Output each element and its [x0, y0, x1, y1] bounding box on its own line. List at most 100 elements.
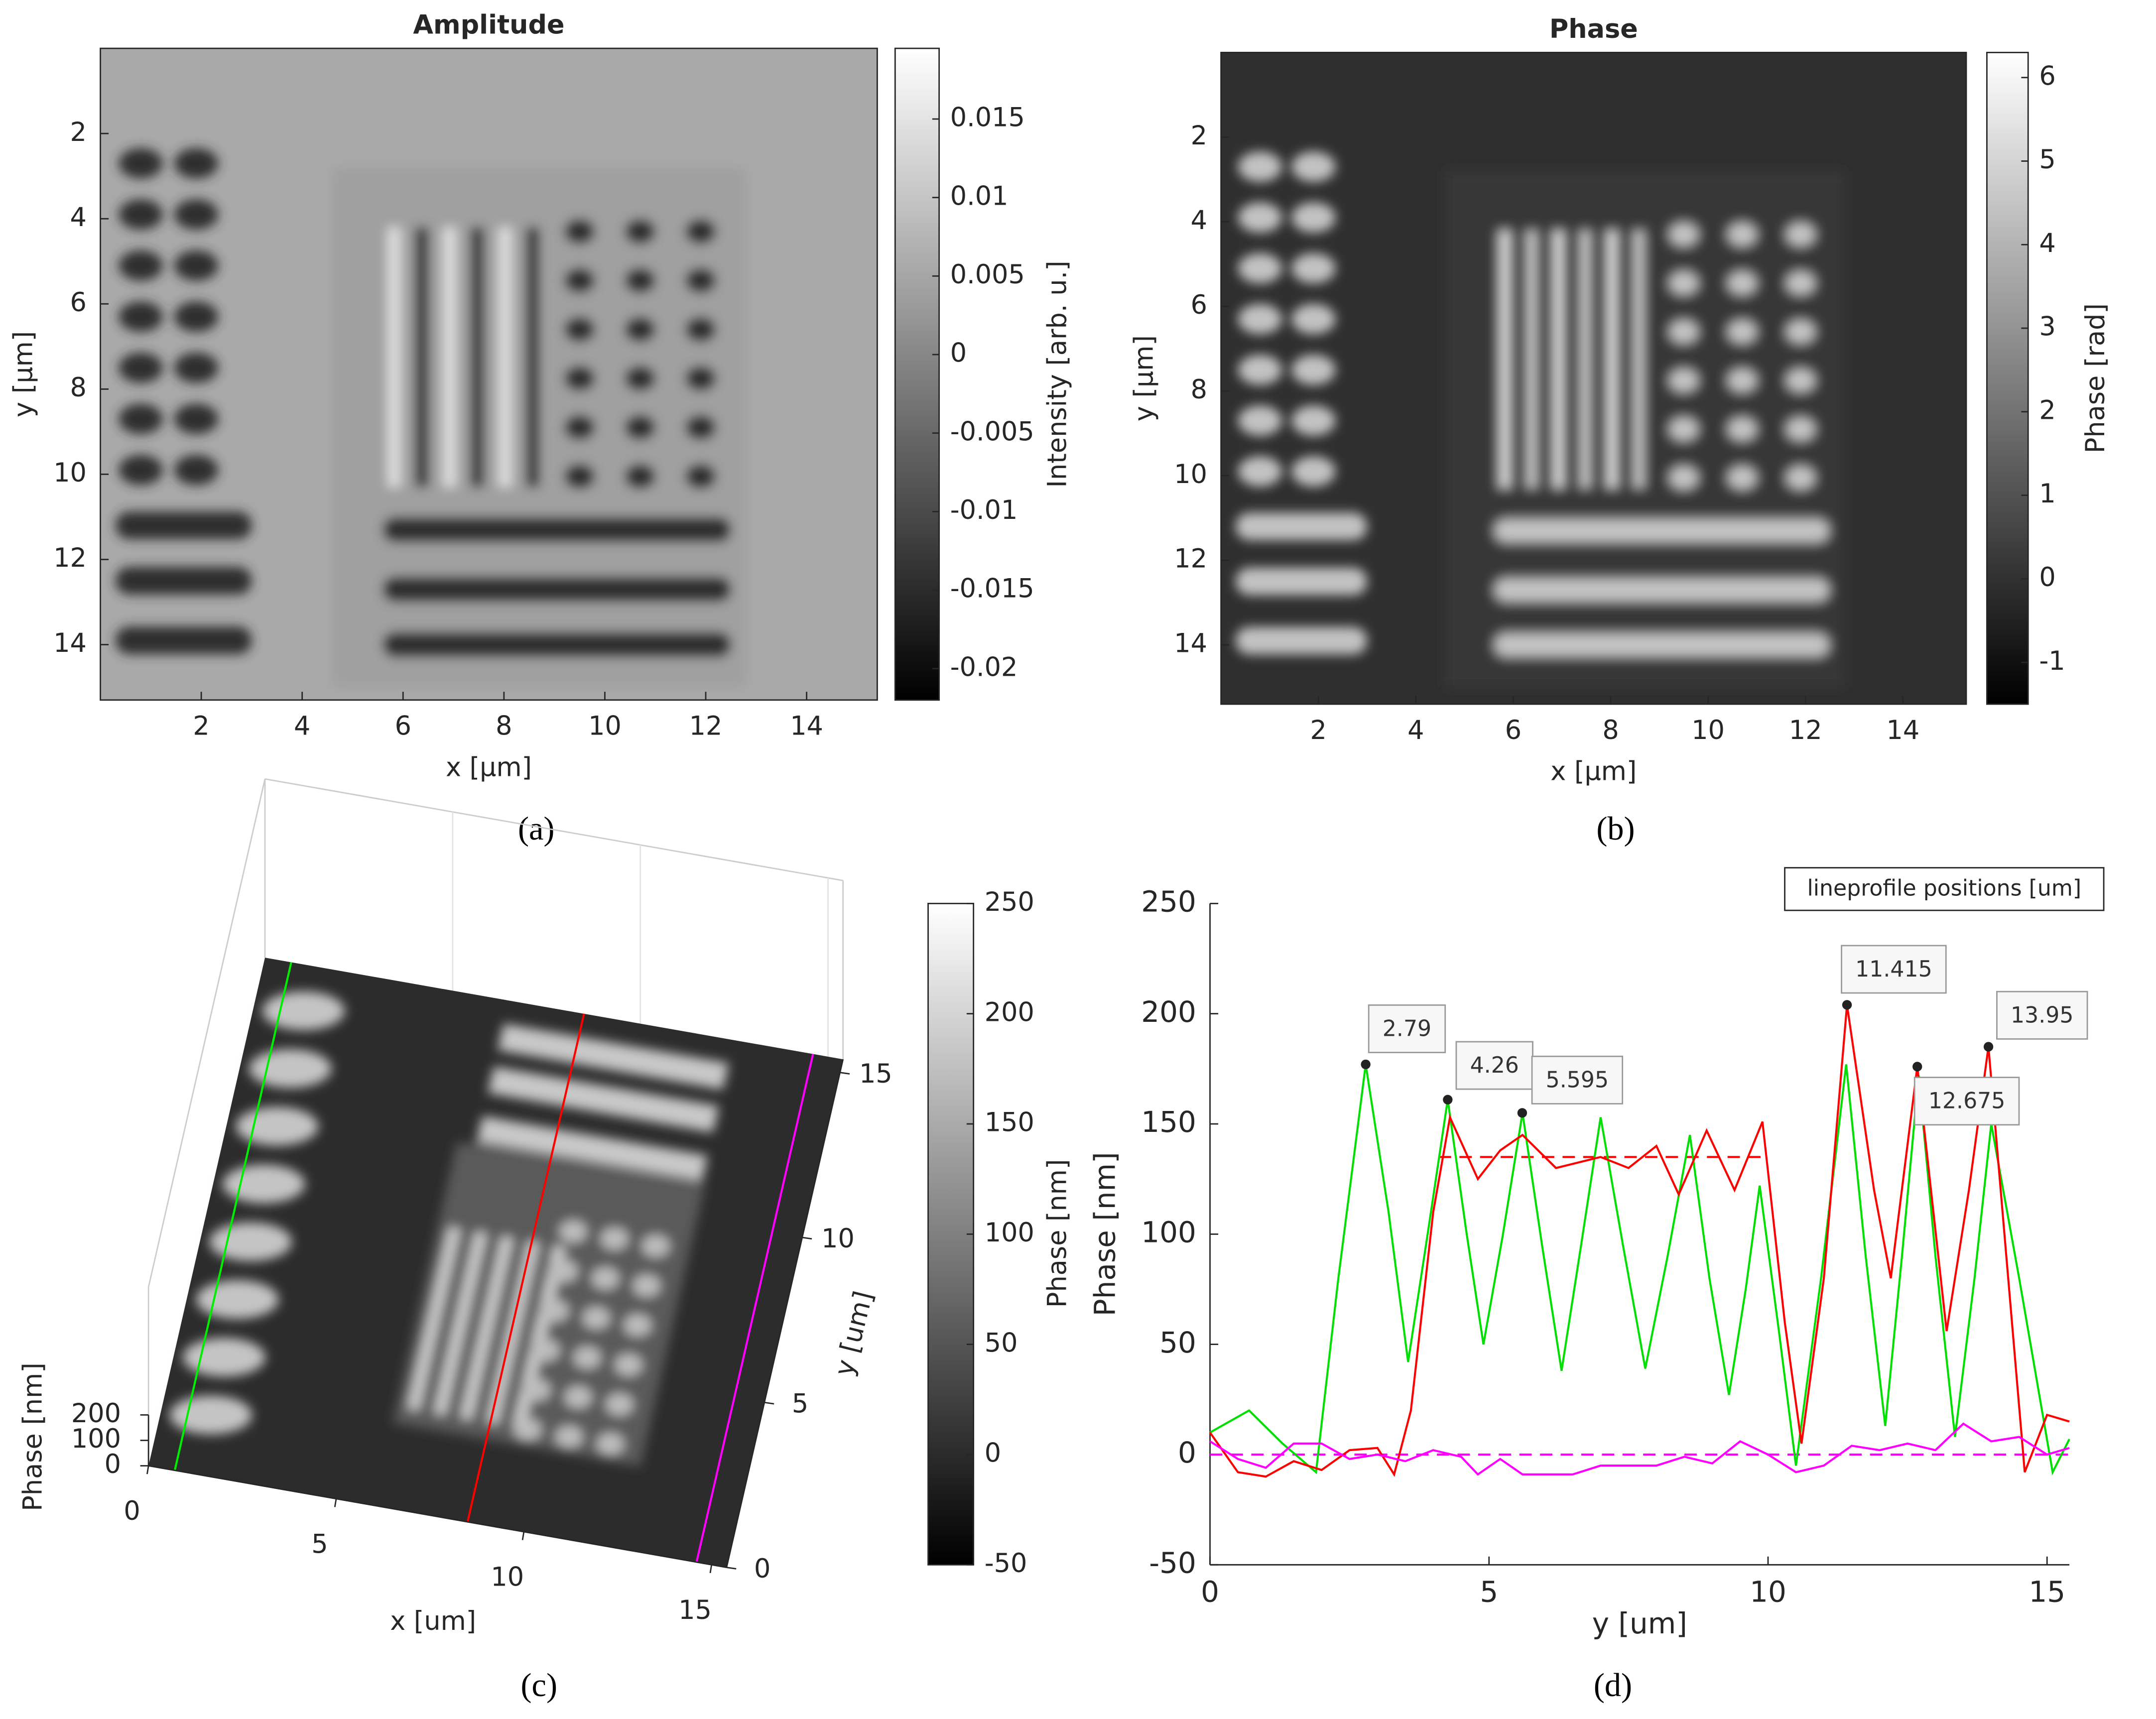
- feature: [1238, 151, 1282, 182]
- feature: [1606, 230, 1619, 489]
- feature: [1668, 368, 1699, 393]
- colorbar-label: Phase [rad]: [2080, 303, 2111, 453]
- feature: [1785, 270, 1816, 296]
- feature: [119, 353, 163, 383]
- y-tick-label: 8: [70, 372, 87, 403]
- y-tick-label: 0: [1178, 1436, 1196, 1470]
- annotation-box: [1531, 1055, 1624, 1105]
- y-tick-label: 200: [1141, 995, 1196, 1029]
- image-features: [1235, 151, 1845, 688]
- x-tick-label: 10: [1750, 1575, 1786, 1608]
- z-tick-label: 200: [71, 1398, 121, 1429]
- feature: [541, 1300, 569, 1322]
- z-tick-label: 100: [71, 1424, 121, 1454]
- x-tick: [521, 1531, 525, 1540]
- feature: [119, 148, 163, 179]
- y-axis-label: y [um]: [829, 1288, 879, 1379]
- y-tick-label: 150: [1141, 1105, 1196, 1139]
- feature: [1668, 222, 1699, 247]
- y-tick-label: 8: [1191, 374, 1207, 405]
- feature: [476, 1116, 708, 1182]
- feature: [119, 250, 163, 281]
- y-tick-label: 10: [821, 1224, 855, 1254]
- colorbar-tick-label: 0.005: [950, 259, 1025, 290]
- x-tick-label: 14: [790, 711, 823, 741]
- x-tick-label: 4: [294, 711, 310, 741]
- annotation-box: [1841, 945, 1947, 994]
- feature: [1235, 512, 1368, 540]
- z-tick-label: 0: [105, 1449, 121, 1479]
- caption: (d): [1594, 1667, 1632, 1704]
- feature: [685, 366, 716, 391]
- x-tick-label: 5: [1480, 1575, 1498, 1608]
- feature: [382, 517, 731, 542]
- feature: [1238, 355, 1282, 385]
- feature: [1785, 465, 1816, 491]
- feature: [174, 301, 219, 332]
- feature: [573, 1347, 601, 1369]
- colorbar-tick-label: 6: [2039, 61, 2055, 91]
- feature: [564, 219, 595, 244]
- caption: (b): [1596, 811, 1635, 847]
- annotation-label: 4.26: [1470, 1053, 1519, 1078]
- y-axis: [726, 1059, 844, 1568]
- colorbar: [1986, 52, 2029, 705]
- feature: [196, 1280, 279, 1319]
- feature: [1238, 405, 1282, 436]
- y-tick-label: 14: [1174, 628, 1207, 659]
- feature: [1235, 567, 1368, 596]
- feature: [169, 1395, 253, 1435]
- feature: [488, 1066, 719, 1133]
- feature: [1238, 456, 1282, 487]
- colorbar-label: Intensity [arb. u.]: [1042, 260, 1072, 488]
- annotation-label: 13.95: [2011, 1002, 2073, 1028]
- feature: [1494, 577, 1830, 603]
- feature: [1668, 416, 1699, 442]
- feature: [532, 1339, 560, 1361]
- x-tick-label: 15: [2029, 1575, 2065, 1608]
- box-edge: [264, 778, 843, 881]
- feature: [1238, 304, 1282, 335]
- y-tick-label: 10: [1174, 459, 1207, 490]
- feature: [1727, 465, 1758, 491]
- x-tick-label: 10: [588, 711, 622, 741]
- feature: [625, 268, 655, 293]
- colorbar-tick-label: 0: [985, 1438, 1001, 1469]
- y-tick-label: 100: [1141, 1215, 1196, 1249]
- x-tick: [334, 1498, 337, 1507]
- x-tick: [709, 1565, 713, 1574]
- colorbar-tick-label: -1: [2039, 646, 2065, 676]
- feature: [249, 1049, 332, 1088]
- feature: [1579, 230, 1592, 489]
- annotation-marker: [1361, 1059, 1371, 1070]
- feature: [559, 1220, 587, 1243]
- annotation-label: 2.79: [1383, 1016, 1431, 1041]
- x-tick-label: 5: [311, 1529, 328, 1559]
- feature: [1291, 304, 1336, 335]
- feature: [183, 1338, 265, 1377]
- colorbar: [894, 47, 940, 701]
- x-axis: [148, 1465, 727, 1568]
- annotation-marker: [1443, 1095, 1453, 1105]
- feature: [564, 415, 595, 440]
- feature: [1668, 319, 1699, 345]
- image: [1221, 52, 1967, 705]
- feature: [174, 403, 219, 434]
- feature: [1727, 222, 1758, 247]
- feature: [1785, 319, 1816, 345]
- chart-title: Phase: [1549, 14, 1638, 44]
- annotation-marker: [1842, 1000, 1852, 1010]
- feature: [625, 219, 655, 244]
- image: [100, 48, 878, 700]
- axes-frame: [1220, 52, 1967, 705]
- legend-box: [1784, 867, 2105, 911]
- annotation-marker: [1983, 1042, 1994, 1052]
- colorbar-tick-label: -0.015: [950, 574, 1034, 604]
- colorbar-tick-label: -0.01: [950, 495, 1018, 525]
- profile-line: [695, 1054, 814, 1563]
- colorbar-tick-label: 0: [950, 338, 967, 368]
- feature: [624, 1314, 651, 1337]
- colorbar-label: Phase [nm]: [1042, 1159, 1072, 1308]
- feature: [685, 219, 716, 244]
- y-tick-label: 12: [53, 543, 87, 573]
